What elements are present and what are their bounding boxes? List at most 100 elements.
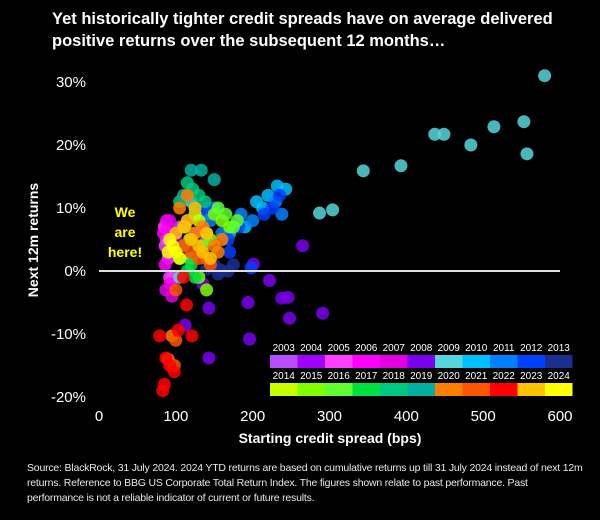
legend-label-2023: 2023 <box>520 371 543 382</box>
x-tick-label: 200 <box>240 408 265 425</box>
legend-label-2006: 2006 <box>355 343 378 354</box>
point-2009 <box>464 138 478 152</box>
point-2022 <box>157 377 171 391</box>
point-2006 <box>158 258 172 272</box>
point-2020 <box>173 201 187 215</box>
legend-label-2004: 2004 <box>300 343 323 354</box>
point-2022 <box>171 323 185 337</box>
point-2009 <box>356 164 370 178</box>
legend-swatch-2016 <box>325 383 353 396</box>
legend-label-2008: 2008 <box>410 343 433 354</box>
point-2020 <box>180 188 194 202</box>
legend-swatch-2018 <box>380 383 408 396</box>
point-2008 <box>263 273 277 287</box>
point-2019 <box>194 163 208 177</box>
legend-swatch-2012 <box>517 355 545 368</box>
point-2008 <box>296 239 310 253</box>
point-2017 <box>188 270 202 284</box>
point-2022 <box>177 270 191 284</box>
legend-label-2018: 2018 <box>383 371 406 382</box>
point-2018 <box>198 195 212 209</box>
legend-label-2019: 2019 <box>410 371 433 382</box>
legend-label-2011: 2011 <box>493 343 515 354</box>
x-tick-label: 100 <box>163 408 188 425</box>
points-layer <box>153 69 552 398</box>
x-tick-label: 0 <box>95 408 103 425</box>
annotation-text: are <box>114 224 135 240</box>
point-2022 <box>159 351 173 365</box>
legend-swatch-2011 <box>490 355 518 368</box>
y-tick-label: -10% <box>51 326 86 343</box>
point-2009 <box>437 127 451 141</box>
point-2022 <box>180 298 194 312</box>
legend-swatch-2009 <box>435 355 463 368</box>
legend-swatch-2021 <box>462 383 490 396</box>
annotation: We are here! <box>108 204 142 260</box>
legend-label-2012: 2012 <box>520 343 543 354</box>
legend-swatch-2015 <box>297 383 325 396</box>
x-axis: 0 100 200 300 400 500 600 <box>95 408 573 425</box>
legend-label-2021: 2021 <box>465 371 488 382</box>
point-2019 <box>184 163 198 177</box>
legend-swatch-2020 <box>435 383 463 396</box>
y-axis: -20% -10% 0% 10% 20% 30% <box>51 74 86 406</box>
y-tick-label: -20% <box>51 389 86 406</box>
legend-swatch-2010 <box>462 355 490 368</box>
legend-label-2020: 2020 <box>438 371 461 382</box>
point-2009 <box>520 147 534 161</box>
point-2022 <box>153 329 167 343</box>
point-2008 <box>281 290 295 304</box>
point-2023 <box>203 251 217 265</box>
x-tick-label: 600 <box>547 408 572 425</box>
point-2012 <box>223 245 237 259</box>
legend-label-2017: 2017 <box>355 371 378 382</box>
y-axis-label: Next 12m returns <box>25 183 41 298</box>
point-2016 <box>226 220 240 234</box>
point-2016 <box>219 207 233 221</box>
point-2022 <box>185 329 199 343</box>
point-2008 <box>243 332 257 346</box>
point-2008 <box>241 296 255 309</box>
legend-swatch-2017 <box>352 383 380 396</box>
point-2008 <box>202 351 216 365</box>
legend-swatch-2005 <box>325 355 353 368</box>
point-2023 <box>188 201 202 215</box>
legend-swatch-2022 <box>490 383 518 396</box>
legend-label-2015: 2015 <box>300 371 323 382</box>
point-2007 <box>163 214 177 228</box>
x-tick-label: 400 <box>394 408 419 425</box>
point-2011 <box>246 214 260 228</box>
annotation-text: here! <box>108 244 142 260</box>
point-2009 <box>428 127 442 141</box>
point-2008 <box>283 311 297 325</box>
legend-swatch-2004 <box>297 355 325 368</box>
x-tick-label: 300 <box>317 408 342 425</box>
point-2012 <box>273 188 287 202</box>
point-2024 <box>161 245 175 259</box>
legend-label-2010: 2010 <box>465 343 488 354</box>
point-2012 <box>244 261 258 275</box>
legend-swatch-2003 <box>270 355 298 368</box>
point-2015 <box>200 283 214 297</box>
point-2009 <box>487 120 501 134</box>
legend-label-2005: 2005 <box>328 343 351 354</box>
point-2009 <box>538 69 552 83</box>
legend-swatch-2023 <box>517 383 545 396</box>
y-tick-label: 20% <box>56 137 86 154</box>
point-2020 <box>215 233 229 246</box>
footnote: Source: BlackRock, 31 July 2024. 2024 YT… <box>27 462 583 504</box>
point-2022 <box>167 365 181 379</box>
legend-label-2003: 2003 <box>273 343 296 354</box>
chart-title: Yet historically tighter credit spreads … <box>52 10 553 50</box>
legend-swatch-2014 <box>270 383 298 396</box>
point-2009 <box>394 159 408 173</box>
legend-label-2016: 2016 <box>328 371 351 382</box>
point-2009 <box>313 206 327 220</box>
legend: 2003 2004 2005 2006 2007 2008 2009 2010 2011 2012… <box>270 343 573 396</box>
point-2012 <box>257 207 271 221</box>
point-2021 <box>169 333 183 347</box>
point-2008 <box>202 301 216 315</box>
legend-label-2007: 2007 <box>383 343 406 354</box>
legend-swatch-2006 <box>352 355 380 368</box>
